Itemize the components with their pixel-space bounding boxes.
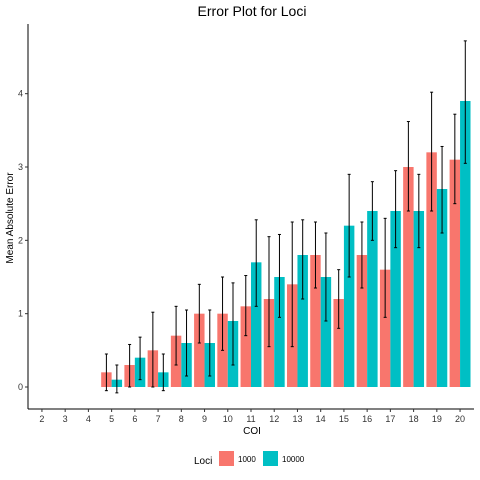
error-bar-10000-coi-11 xyxy=(254,219,258,307)
error-bar-10000-coi-5 xyxy=(115,364,119,394)
bar-10000-coi-14 xyxy=(320,277,332,387)
error-bar-1000-coi-9 xyxy=(197,283,201,344)
error-bar-1000-coi-11 xyxy=(244,275,248,337)
x-tick-label-14: 14 xyxy=(316,414,326,424)
legend-label-1000: 1000 xyxy=(238,455,256,464)
error-bar-10000-coi-16 xyxy=(370,181,374,241)
error-bar-10000-coi-8 xyxy=(185,309,189,377)
x-tick-label-8: 8 xyxy=(179,414,184,424)
y-tick-label-0: 0 xyxy=(18,382,23,392)
x-tick-label-17: 17 xyxy=(385,414,395,424)
x-ticks: 2 3 4 5 6 7 8 9 10 11 12 13 14 15 16 17 18 19 20 xyxy=(39,409,465,424)
bar-1000-coi-20 xyxy=(449,159,461,387)
legend-key-10000 xyxy=(263,451,278,466)
error-bar-1000-coi-8 xyxy=(174,305,178,366)
chart-title: Error Plot for Loci xyxy=(198,3,307,19)
bar-10000-coi-11 xyxy=(251,262,262,387)
error-bar-1000-coi-6 xyxy=(128,343,132,388)
x-tick-label-7: 7 xyxy=(156,414,161,424)
legend: Loci 1000 10000 xyxy=(194,451,305,467)
error-bar-1000-coi-13 xyxy=(290,221,294,348)
x-tick-label-16: 16 xyxy=(362,414,372,424)
x-tick-label-20: 20 xyxy=(455,414,465,424)
error-bar-10000-coi-7 xyxy=(161,353,165,392)
x-tick-label-11: 11 xyxy=(246,414,255,424)
x-tick-label-15: 15 xyxy=(339,414,349,424)
y-tick-label-1: 1 xyxy=(18,309,23,319)
x-tick-label-5: 5 xyxy=(109,414,114,424)
x-tick-label-19: 19 xyxy=(432,414,442,424)
error-bar-1000-coi-19 xyxy=(430,91,434,212)
bar-1000-coi-18 xyxy=(403,167,414,387)
error-bar-1000-coi-12 xyxy=(267,236,271,348)
error-bar-10000-coi-9 xyxy=(208,309,212,377)
error-bar-1000-coi-10 xyxy=(221,276,225,351)
x-tick-label-4: 4 xyxy=(86,414,91,424)
error-bar-10000-coi-6 xyxy=(138,336,142,381)
x-tick-label-12: 12 xyxy=(269,414,279,424)
x-tick-label-3: 3 xyxy=(63,414,68,424)
error-bar-10000-coi-13 xyxy=(301,219,305,300)
error-bar-10000-coi-18 xyxy=(417,173,421,249)
error-bar-1000-coi-5 xyxy=(104,353,108,392)
error-bar-1000-coi-14 xyxy=(313,221,317,289)
bar-10000-coi-19 xyxy=(436,189,448,387)
legend-label-10000: 10000 xyxy=(282,455,305,464)
error-bar-1000-coi-18 xyxy=(406,121,410,212)
bar-1000-coi-9 xyxy=(194,313,205,387)
error-bar-1000-coi-16 xyxy=(360,221,364,289)
x-tick-label-10: 10 xyxy=(223,414,233,424)
y-tick-label-3: 3 xyxy=(18,162,23,172)
error-bar-10000-coi-10 xyxy=(231,282,235,366)
error-bar-10000-coi-15 xyxy=(347,173,351,278)
y-axis-title: Mean Absolute Error xyxy=(5,172,16,264)
y-ticks: 0 1 2 3 4 xyxy=(18,89,28,392)
bar-10000-coi-16 xyxy=(367,211,378,387)
error-bar-10000-coi-14 xyxy=(324,232,328,322)
legend-title: Loci xyxy=(194,456,212,467)
x-tick-label-9: 9 xyxy=(202,414,207,424)
x-tick-label-2: 2 xyxy=(39,414,44,424)
x-tick-label-13: 13 xyxy=(292,414,302,424)
legend-key-1000 xyxy=(219,451,234,466)
error-bar-1000-coi-15 xyxy=(337,269,341,329)
error-bar-1000-coi-17 xyxy=(383,217,387,318)
error-bar-10000-coi-12 xyxy=(277,233,281,318)
bar-1000-coi-14 xyxy=(310,255,321,387)
bar-1000-coi-11 xyxy=(240,306,251,387)
error-bar-10000-coi-17 xyxy=(394,170,398,249)
x-tick-label-18: 18 xyxy=(409,414,419,424)
error-bar-1000-coi-20 xyxy=(453,113,457,205)
bar-10000-coi-15 xyxy=(343,225,355,387)
error-bar-10000-coi-19 xyxy=(440,145,444,234)
bar-10000-coi-12 xyxy=(274,277,285,387)
bar-10000-coi-17 xyxy=(390,211,401,387)
error-bar-1000-coi-7 xyxy=(151,311,155,388)
y-tick-label-4: 4 xyxy=(18,89,23,99)
bar-10000-coi-13 xyxy=(297,255,308,387)
error-bars-layer xyxy=(104,40,467,394)
bar-1000-coi-15 xyxy=(333,299,344,387)
bar-1000-coi-17 xyxy=(379,269,391,387)
bar-1000-coi-19 xyxy=(426,152,437,387)
x-axis-title: COI xyxy=(243,426,261,437)
y-tick-label-2: 2 xyxy=(18,235,23,245)
bar-10000-coi-18 xyxy=(413,211,425,387)
x-tick-label-6: 6 xyxy=(132,414,137,424)
bar-1000-coi-16 xyxy=(356,255,368,387)
bar-10000-coi-20 xyxy=(460,101,471,387)
error-bar-10000-coi-20 xyxy=(463,40,467,164)
